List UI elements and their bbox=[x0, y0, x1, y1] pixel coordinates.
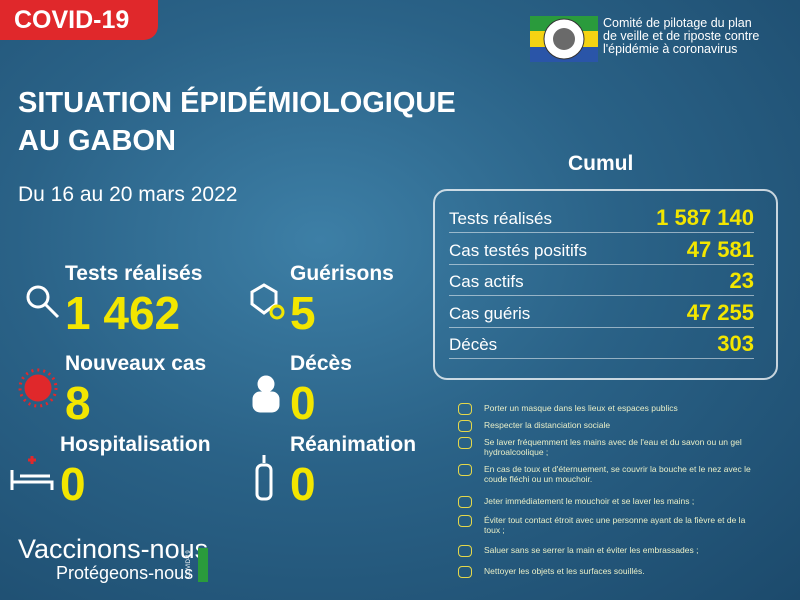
cumul-value: 1 587 140 bbox=[656, 205, 754, 230]
footer: Vaccinons-nous Protégeons-nous bbox=[18, 535, 208, 584]
prevention-icon bbox=[458, 420, 472, 432]
cumul-label: Cas actifs bbox=[449, 272, 524, 291]
prevention-item: Porter un masque dans les lieux et espac… bbox=[484, 403, 678, 413]
stat-label: Réanimation bbox=[290, 433, 417, 456]
prevention-icon bbox=[458, 437, 472, 449]
title-line: SITUATION ÉPIDÉMIOLOGIQUE bbox=[18, 87, 456, 119]
prevention-icon bbox=[458, 403, 472, 415]
stat-label: Nouveaux cas bbox=[65, 352, 207, 375]
footer-line2: Protégeons-nous bbox=[56, 563, 194, 583]
prevention-item: Nettoyer les objets et les surfaces soui… bbox=[484, 566, 645, 576]
org-line: Comité de pilotage du plan bbox=[603, 16, 752, 30]
prevention-item: Saluer sans se serrer la main et éviter … bbox=[484, 545, 699, 555]
stat-label: Décès bbox=[290, 352, 352, 375]
stat-value: 0 bbox=[60, 458, 86, 510]
stat-label: Guérisons bbox=[290, 262, 394, 285]
cumul-label: Cas guéris bbox=[449, 303, 531, 323]
badge-text: COVID-19 bbox=[14, 6, 130, 34]
cumul-row: Cas testés positifs 47 581 bbox=[449, 233, 754, 265]
cumul-box: Tests réalisés 1 587 140 Cas testés positi… bbox=[433, 189, 778, 380]
prevention-item: Jeter immédiatement le mouchoir et se la… bbox=[484, 496, 695, 506]
cumul-label: Décès bbox=[449, 335, 498, 354]
stat-value: 1 462 bbox=[65, 287, 181, 339]
title: SITUATION ÉPIDÉMIOLOGIQUE AU GABON bbox=[18, 84, 456, 160]
prevention-icon bbox=[458, 496, 472, 508]
cumul-title: Cumul bbox=[568, 152, 634, 175]
footer-tag-bg: COVID-19 bbox=[186, 548, 208, 582]
prevention-icon bbox=[458, 515, 472, 527]
stat-value: 0 bbox=[290, 377, 316, 429]
prevention-item: Se laver fréquemment les mains avec de l… bbox=[484, 437, 742, 457]
title-line: AU GABON bbox=[18, 125, 176, 157]
cumul-row: Décès 303 bbox=[449, 327, 754, 359]
stat-value: 8 bbox=[65, 377, 91, 429]
cumul-label: Cas testés positifs bbox=[449, 240, 587, 260]
logo bbox=[530, 16, 598, 62]
prevention-icon bbox=[458, 545, 472, 557]
prevention-item: Éviter tout contact étroit avec une pers… bbox=[484, 515, 746, 535]
prevention-icon bbox=[458, 566, 472, 578]
cumul-value: 47 255 bbox=[686, 299, 754, 325]
cumul-value: 303 bbox=[717, 331, 754, 356]
cumul-row: Cas actifs 23 bbox=[449, 264, 754, 296]
cumul-value: 23 bbox=[729, 268, 754, 293]
org-line: l'épidémie à coronavirus bbox=[603, 42, 738, 56]
stat-value: 0 bbox=[290, 458, 316, 510]
prevention-item: En cas de toux et d'éternuement, se couv… bbox=[484, 464, 751, 484]
footer-line1: Vaccinons-nous bbox=[18, 534, 209, 564]
cumul-row: Cas guéris 47 255 bbox=[449, 296, 754, 328]
org: Comité de pilotage du plan de veille et … bbox=[603, 17, 759, 56]
cumul-row: Tests réalisés 1 587 140 bbox=[449, 201, 754, 233]
org-line: de veille et de riposte contre bbox=[603, 29, 760, 43]
period: Du 16 au 20 mars 2022 bbox=[18, 183, 238, 206]
cumul-value: 47 581 bbox=[686, 236, 754, 262]
prevention-icon bbox=[458, 464, 472, 476]
footer-tag: COVID-19 bbox=[186, 550, 192, 578]
stat-value: 5 bbox=[290, 287, 316, 339]
cumul-label: Tests réalisés bbox=[449, 209, 552, 228]
stat-label: Hospitalisation bbox=[60, 433, 211, 456]
prevention-item: Respecter la distanciation sociale bbox=[484, 420, 611, 430]
badge: COVID-19 bbox=[0, 0, 158, 40]
stat-label: Tests réalisés bbox=[65, 262, 203, 285]
